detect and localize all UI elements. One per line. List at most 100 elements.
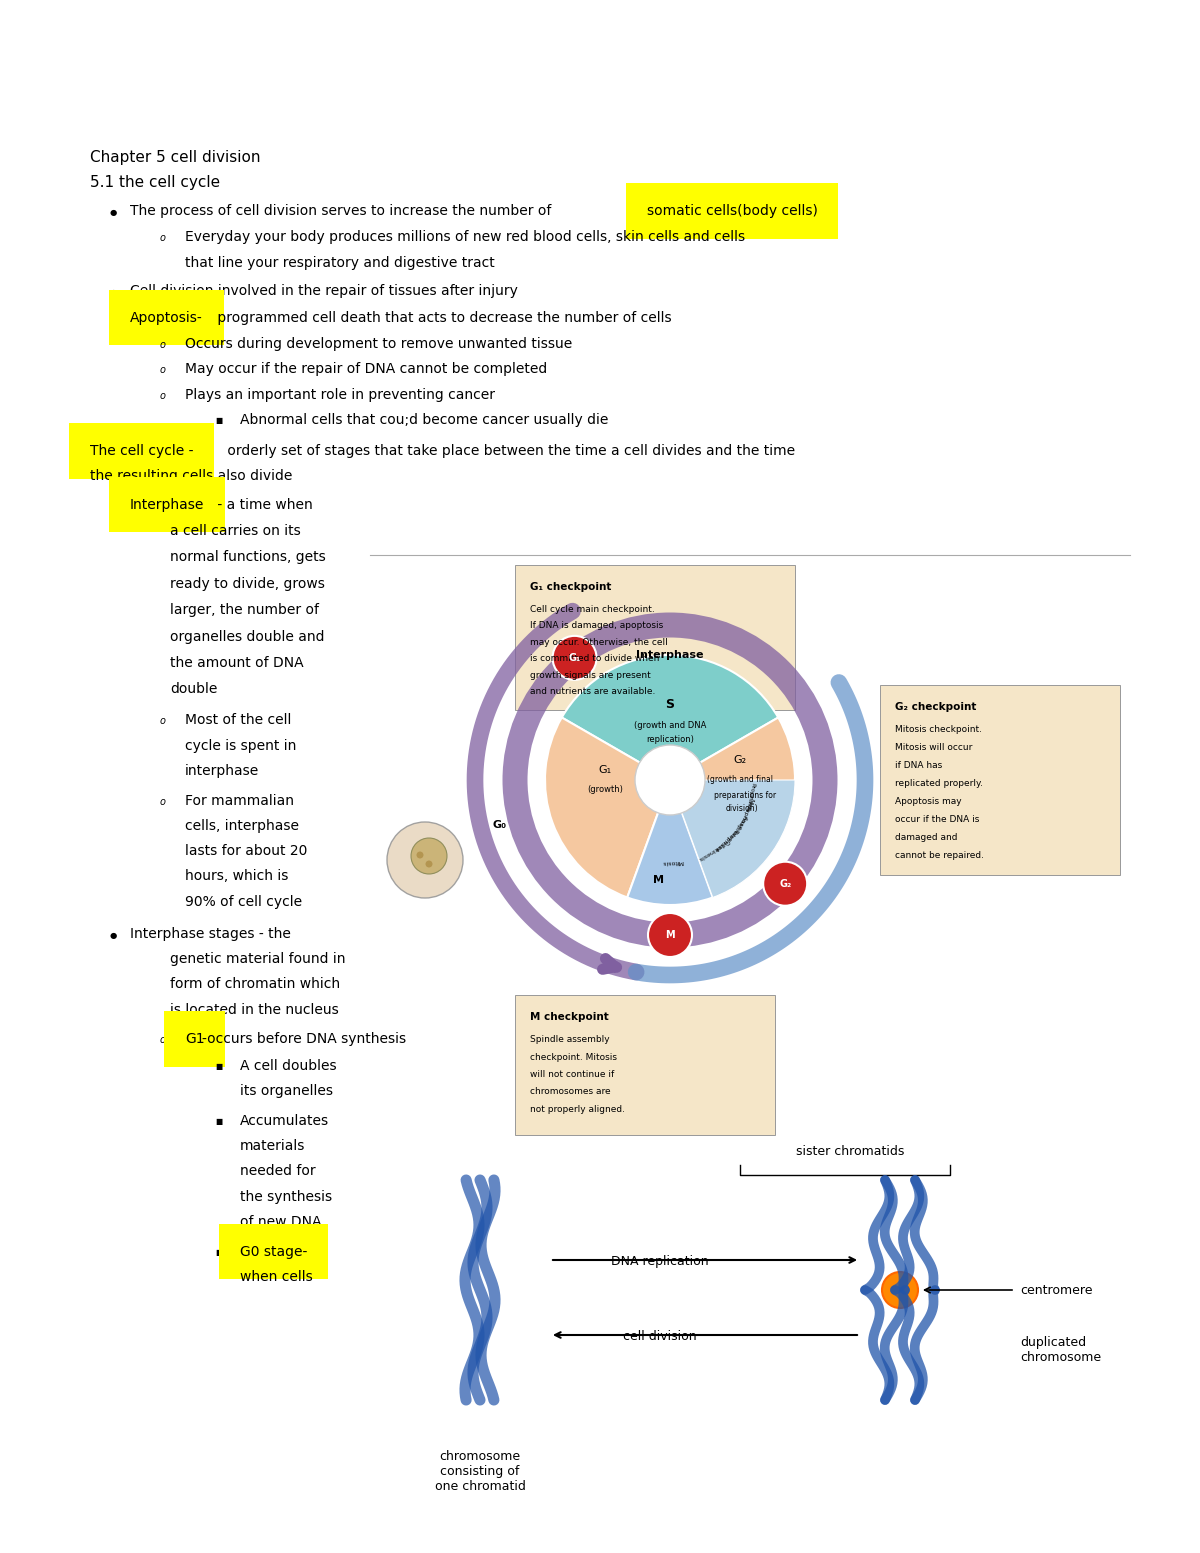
Text: G₂: G₂ (779, 879, 791, 888)
Text: Metaphase: Metaphase (736, 797, 755, 831)
Text: double: double (170, 682, 217, 696)
Text: division): division) (726, 803, 758, 812)
FancyBboxPatch shape (515, 565, 796, 710)
Text: G1: G1 (185, 1033, 205, 1047)
Text: o: o (160, 340, 166, 349)
Wedge shape (562, 655, 779, 780)
Text: ■: ■ (215, 416, 222, 426)
Text: preparations for: preparations for (714, 790, 776, 800)
Text: G₁: G₁ (569, 652, 581, 663)
Text: interphase: interphase (185, 764, 259, 778)
Wedge shape (628, 780, 713, 905)
Text: DNA replication: DNA replication (611, 1255, 709, 1267)
FancyBboxPatch shape (880, 685, 1120, 874)
Text: ■: ■ (215, 1247, 222, 1256)
Text: chromosomes are: chromosomes are (530, 1087, 611, 1096)
Text: genetic material found in: genetic material found in (170, 952, 346, 966)
Text: sister chromatids: sister chromatids (796, 1145, 904, 1159)
Text: is located in the nucleus: is located in the nucleus (170, 1003, 338, 1017)
Text: somatic cells(body cells): somatic cells(body cells) (647, 203, 817, 217)
Text: (growth and DNA: (growth and DNA (634, 721, 706, 730)
Text: form of chromatin which: form of chromatin which (170, 977, 340, 991)
Text: Interphase stages - the: Interphase stages - the (130, 927, 290, 941)
Text: Occurs during development to remove unwanted tissue: Occurs during development to remove unwa… (185, 337, 572, 351)
Text: Plays an important role in preventing cancer: Plays an important role in preventing ca… (185, 388, 496, 402)
Text: o: o (160, 797, 166, 806)
Text: ●: ● (110, 289, 118, 297)
Text: larger, the number of: larger, the number of (170, 603, 319, 617)
Text: needed for: needed for (240, 1165, 316, 1179)
Text: the resulting cells also divide: the resulting cells also divide (90, 469, 293, 483)
Circle shape (426, 860, 432, 868)
Text: Mitosis will occur: Mitosis will occur (895, 742, 972, 752)
Text: replicated properly.: replicated properly. (895, 780, 983, 787)
Text: a cell carries on its: a cell carries on its (170, 523, 301, 537)
Text: Apoptosis-: Apoptosis- (130, 311, 203, 325)
Text: checkpoint. Mitosis: checkpoint. Mitosis (530, 1053, 617, 1062)
Text: S: S (666, 699, 674, 711)
Circle shape (648, 913, 692, 957)
Text: duplicated
chromosome: duplicated chromosome (1020, 1336, 1102, 1364)
Text: G₁: G₁ (599, 766, 612, 775)
Text: The cell cycle -: The cell cycle - (90, 444, 193, 458)
Text: cell division: cell division (623, 1329, 697, 1343)
Text: Mitosis checkpoint.: Mitosis checkpoint. (895, 725, 982, 735)
Text: organelles double and: organelles double and (170, 629, 324, 643)
Text: For mammalian: For mammalian (185, 794, 294, 808)
Text: replication): replication) (646, 736, 694, 744)
Text: centromere: centromere (1020, 1283, 1092, 1297)
Text: not properly aligned.: not properly aligned. (530, 1106, 625, 1114)
Text: Most of the cell: Most of the cell (185, 713, 292, 727)
Wedge shape (670, 717, 794, 898)
Circle shape (416, 851, 424, 859)
FancyBboxPatch shape (515, 995, 775, 1135)
Text: ●: ● (110, 930, 118, 940)
Text: M: M (653, 874, 664, 885)
Text: materials: materials (240, 1138, 305, 1152)
Text: A cell doubles: A cell doubles (240, 1059, 337, 1073)
Text: and nutrients are available.: and nutrients are available. (530, 688, 655, 696)
Text: Anaphase: Anaphase (725, 814, 748, 842)
Text: G₂ checkpoint: G₂ checkpoint (895, 702, 977, 711)
Text: 90% of cell cycle: 90% of cell cycle (185, 895, 302, 909)
Text: ●: ● (110, 208, 118, 217)
Text: occur if the DNA is: occur if the DNA is (895, 815, 979, 825)
Text: Interphase: Interphase (636, 651, 703, 660)
Text: damaged and: damaged and (895, 832, 958, 842)
Text: G₀: G₀ (493, 820, 508, 829)
Text: ■: ■ (215, 1117, 222, 1126)
Text: hours, which is: hours, which is (185, 870, 288, 884)
Text: M: M (665, 930, 674, 940)
Text: cannot be repaired.: cannot be repaired. (895, 851, 984, 860)
Text: cells, interphase: cells, interphase (185, 818, 299, 832)
Text: cycle is spent in: cycle is spent in (185, 739, 296, 753)
Text: G0 stage-: G0 stage- (240, 1244, 307, 1258)
Text: o: o (160, 1036, 166, 1045)
Text: may occur. Otherwise, the cell: may occur. Otherwise, the cell (530, 638, 667, 648)
Circle shape (410, 839, 446, 874)
Text: normal functions, gets: normal functions, gets (170, 550, 325, 564)
Text: Accumulates: Accumulates (240, 1114, 329, 1127)
Text: May occur if the repair of DNA cannot be completed: May occur if the repair of DNA cannot be… (185, 362, 547, 376)
Text: if DNA has: if DNA has (895, 761, 942, 770)
Text: o: o (160, 365, 166, 376)
Text: -occurs before DNA synthesis: -occurs before DNA synthesis (202, 1033, 406, 1047)
Text: lasts for about 20: lasts for about 20 (185, 845, 307, 859)
Text: growth signals are present: growth signals are present (530, 671, 650, 680)
Text: The process of cell division serves to increase the number of: The process of cell division serves to i… (130, 203, 556, 217)
Circle shape (552, 635, 596, 680)
Text: o: o (160, 233, 166, 244)
Text: Abnormal cells that cou;d become cancer usually die: Abnormal cells that cou;d become cancer … (240, 413, 608, 427)
Text: is committed to divide when: is committed to divide when (530, 654, 659, 663)
Text: o: o (160, 391, 166, 401)
Text: will not continue if: will not continue if (530, 1070, 614, 1079)
Circle shape (882, 1272, 918, 1308)
Text: Mitosis: Mitosis (662, 859, 684, 865)
Text: chromosome
consisting of
one chromatid: chromosome consisting of one chromatid (434, 1451, 526, 1492)
Text: when cells: when cells (240, 1270, 313, 1284)
Text: Apoptosis may: Apoptosis may (895, 797, 961, 806)
Text: that line your respiratory and digestive tract: that line your respiratory and digestive… (185, 256, 494, 270)
Text: M checkpoint: M checkpoint (530, 1013, 608, 1022)
Text: - a time when: - a time when (214, 497, 313, 511)
Text: o: o (160, 716, 166, 727)
